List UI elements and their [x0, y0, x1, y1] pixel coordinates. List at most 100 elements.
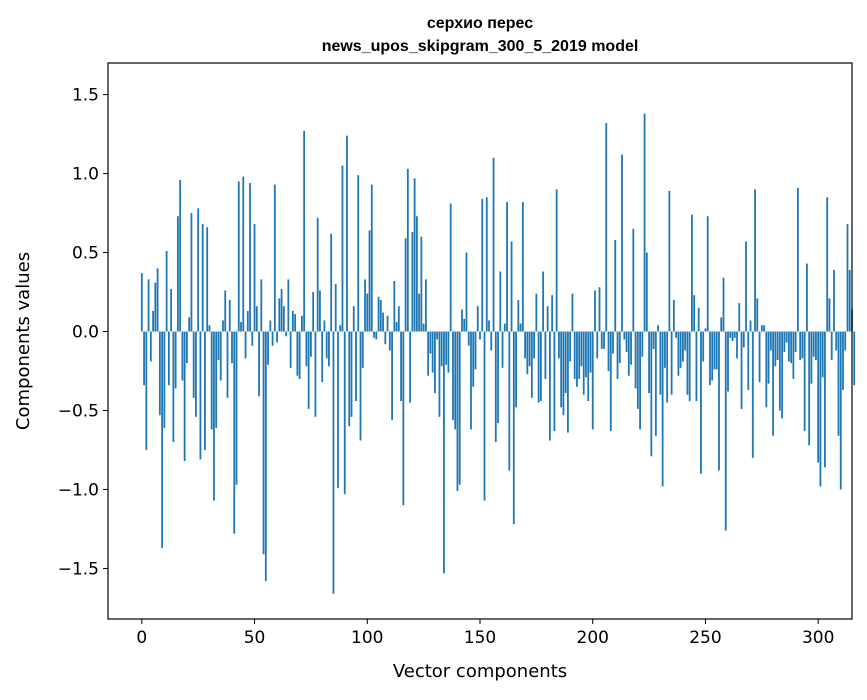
- bar: [355, 331, 357, 402]
- bar: [190, 213, 193, 332]
- bar: [533, 331, 536, 359]
- bar: [368, 230, 371, 332]
- bar: [796, 187, 799, 332]
- bar: [352, 306, 355, 332]
- bar: [824, 331, 826, 468]
- bar: [404, 238, 407, 332]
- bar: [654, 331, 657, 436]
- bar: [521, 202, 524, 332]
- bar: [528, 331, 531, 367]
- bar: [321, 331, 324, 383]
- bar: [445, 331, 448, 365]
- bar: [303, 130, 306, 332]
- bar: [598, 287, 601, 332]
- bar: [842, 331, 844, 390]
- bar: [361, 331, 364, 368]
- bar: [158, 331, 161, 416]
- bar: [749, 320, 752, 332]
- x-tick-label: 200: [577, 628, 609, 648]
- bar: [262, 331, 265, 555]
- bar: [672, 299, 675, 332]
- bar: [253, 224, 256, 332]
- bar: [618, 331, 621, 364]
- bar: [675, 331, 678, 338]
- bar: [535, 293, 538, 332]
- bar: [621, 154, 623, 332]
- bar: [517, 299, 520, 332]
- bar: [740, 331, 743, 409]
- x-tick-label: 300: [802, 628, 834, 648]
- bar: [605, 123, 608, 332]
- bar: [715, 331, 718, 370]
- bar: [663, 331, 666, 368]
- bar: [733, 331, 736, 338]
- bar: [560, 331, 563, 408]
- bar: [145, 331, 148, 450]
- bar: [839, 331, 842, 490]
- bar: [192, 331, 195, 398]
- bar: [438, 331, 441, 417]
- bar: [341, 165, 344, 332]
- bar: [693, 295, 696, 332]
- bar: [558, 331, 560, 359]
- bar: [294, 314, 297, 332]
- bar: [388, 331, 391, 351]
- bar: [149, 331, 152, 362]
- bar: [282, 306, 285, 332]
- bar: [650, 331, 653, 457]
- bar: [627, 331, 630, 376]
- x-tick-label: 50: [244, 628, 266, 648]
- bar: [140, 273, 143, 332]
- y-axis-ticks: 1.5 1.0 0.5 0.0 −0.5 −1.0 −1.5: [58, 86, 108, 579]
- bar: [636, 331, 639, 409]
- bar: [603, 331, 605, 349]
- bar: [815, 331, 817, 360]
- bar: [767, 331, 770, 384]
- bar: [632, 228, 635, 332]
- bar: [853, 331, 856, 386]
- bar: [758, 331, 761, 383]
- bar: [456, 331, 459, 492]
- bar: [422, 323, 425, 332]
- bar: [195, 331, 197, 417]
- bar: [614, 239, 617, 332]
- bar: [810, 331, 813, 384]
- bar: [467, 331, 470, 346]
- bar: [821, 331, 824, 378]
- bar: [812, 331, 815, 357]
- bar: [406, 168, 409, 332]
- bar: [817, 331, 820, 463]
- bar: [769, 331, 772, 351]
- bar: [774, 331, 777, 367]
- bar: [799, 331, 802, 360]
- bar: [287, 279, 290, 332]
- bar: [648, 331, 650, 394]
- bar: [332, 331, 335, 594]
- bar: [472, 331, 475, 387]
- bar: [688, 331, 691, 402]
- bar: [152, 310, 154, 332]
- bar: [686, 331, 689, 395]
- bar: [848, 269, 851, 332]
- bar: [738, 303, 741, 332]
- y-tick-label: 1.0: [72, 165, 99, 185]
- bar: [325, 331, 328, 359]
- bar: [373, 331, 375, 338]
- bar: [328, 331, 330, 367]
- bar: [562, 331, 565, 416]
- bar: [600, 331, 603, 349]
- x-tick-label: 150: [464, 628, 496, 648]
- bar: [249, 183, 251, 332]
- bar: [188, 317, 191, 332]
- bar: [443, 331, 445, 574]
- bar: [607, 331, 610, 372]
- bar: [273, 184, 276, 332]
- bar: [691, 214, 693, 332]
- bar: [801, 331, 804, 359]
- bar: [731, 331, 734, 341]
- bar: [226, 331, 229, 398]
- bar: [594, 290, 596, 332]
- bar: [208, 325, 211, 332]
- bar: [555, 189, 558, 332]
